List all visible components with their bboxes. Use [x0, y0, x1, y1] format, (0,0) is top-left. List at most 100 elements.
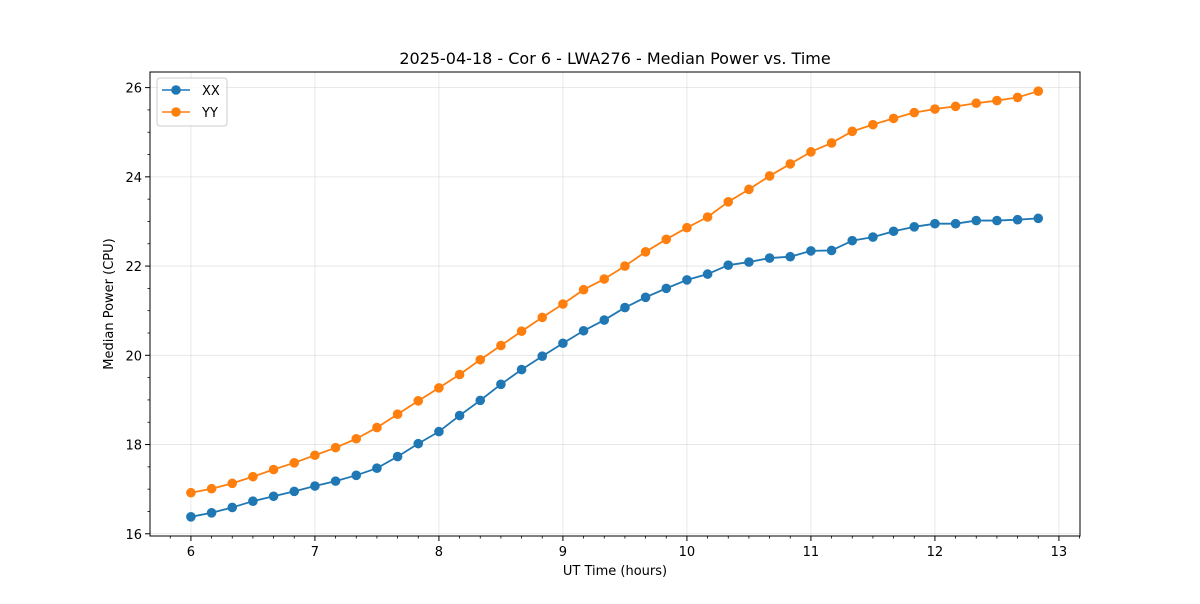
data-point-yy	[392, 409, 403, 420]
data-point-yy	[826, 138, 837, 148]
data-point-xx	[578, 325, 589, 336]
data-point-yy	[558, 299, 568, 309]
data-point-yy	[785, 159, 796, 169]
data-point-xx	[909, 222, 920, 232]
data-point-yy	[909, 107, 920, 118]
legend-marker-yy	[171, 107, 181, 117]
data-point-yy	[992, 95, 1002, 106]
data-point-xx	[868, 232, 878, 242]
ticks: 6 7 8 9 10 11 12 13 16 18 20 22 24 26	[125, 82, 1080, 560]
data-point-xx	[268, 491, 279, 502]
data-point-yy	[930, 104, 940, 114]
chart-title: 2025-04-18 - Cor 6 - LWA276 - Median Pow…	[399, 49, 830, 68]
data-point-xx	[372, 463, 382, 473]
data-point-xx	[702, 269, 713, 279]
data-point-xx	[310, 481, 320, 491]
data-point-xx	[248, 496, 258, 507]
y-axis-label: Median Power (CPU)	[102, 238, 117, 369]
data-point-yy	[206, 483, 217, 494]
data-point-yy	[702, 212, 713, 222]
data-point-yy	[434, 383, 444, 393]
data-point-xx	[930, 218, 940, 229]
data-point-xx	[847, 235, 858, 246]
data-point-yy	[723, 197, 734, 207]
data-point-xx	[888, 226, 899, 237]
y-tick-label: 20	[125, 349, 142, 364]
x-tick-label: 11	[803, 545, 820, 560]
y-tick-label: 24	[125, 171, 142, 186]
data-point-yy	[640, 247, 651, 257]
data-point-xx	[640, 292, 651, 303]
y-tick-label: 26	[125, 82, 142, 97]
data-point-xx	[413, 438, 424, 449]
data-point-yy	[888, 113, 899, 124]
x-tick-label: 12	[927, 545, 944, 560]
data-point-xx	[764, 253, 775, 263]
data-point-xx	[516, 364, 527, 375]
data-point-yy	[289, 458, 300, 468]
x-tick-label: 13	[1051, 545, 1068, 560]
y-tick-label: 22	[125, 260, 142, 275]
data-point-xx	[723, 260, 734, 270]
data-point-xx	[744, 257, 754, 267]
legend-marker-xx	[171, 85, 181, 95]
data-point-yy	[950, 101, 961, 112]
data-point-xx	[682, 275, 692, 285]
series-yy	[186, 86, 1044, 498]
data-point-yy	[310, 450, 320, 461]
x-tick-label: 10	[679, 545, 696, 560]
data-point-yy	[682, 222, 692, 233]
data-point-xx	[826, 245, 837, 256]
data-point-xx	[330, 476, 341, 486]
legend: XX YY	[156, 77, 228, 127]
data-point-yy	[372, 422, 382, 433]
data-point-yy	[496, 340, 506, 351]
series-layer	[186, 86, 1044, 522]
data-point-xx	[950, 218, 961, 229]
data-point-yy	[847, 126, 858, 137]
data-point-xx	[785, 251, 796, 262]
series-xx	[186, 213, 1044, 522]
data-point-xx	[351, 470, 362, 481]
data-point-yy	[744, 184, 754, 195]
x-tick-label: 6	[187, 545, 195, 560]
data-point-yy	[578, 284, 589, 295]
data-point-xx	[661, 283, 672, 294]
data-point-xx	[227, 502, 238, 513]
data-point-xx	[475, 395, 486, 406]
data-point-xx	[496, 379, 506, 390]
y-tick-label: 18	[125, 439, 142, 454]
data-point-yy	[516, 326, 527, 337]
x-tick-label: 8	[435, 545, 443, 560]
data-point-xx	[392, 451, 403, 462]
data-point-xx	[971, 215, 982, 226]
data-point-yy	[413, 396, 424, 406]
plot-frame	[149, 71, 1081, 537]
data-point-yy	[268, 464, 279, 475]
data-point-yy	[806, 147, 816, 157]
data-point-xx	[206, 508, 217, 518]
data-point-yy	[971, 98, 982, 109]
data-point-xx	[1012, 214, 1023, 225]
data-point-yy	[454, 369, 465, 380]
data-point-yy	[537, 312, 548, 323]
data-point-yy	[1033, 86, 1044, 96]
data-point-yy	[248, 471, 258, 482]
data-point-yy	[1012, 92, 1023, 103]
data-point-yy	[661, 234, 672, 245]
data-point-xx	[558, 338, 568, 349]
data-point-yy	[227, 478, 238, 489]
data-point-yy	[351, 433, 362, 444]
data-point-yy	[599, 274, 610, 284]
data-point-xx	[289, 486, 300, 497]
data-point-xx	[434, 426, 444, 437]
data-point-yy	[186, 487, 196, 498]
data-point-xx	[537, 351, 548, 362]
data-point-xx	[1033, 213, 1044, 224]
legend-label-xx: XX	[202, 84, 220, 99]
data-point-xx	[599, 315, 610, 325]
y-tick-label: 16	[125, 528, 142, 543]
grid	[150, 72, 1080, 536]
